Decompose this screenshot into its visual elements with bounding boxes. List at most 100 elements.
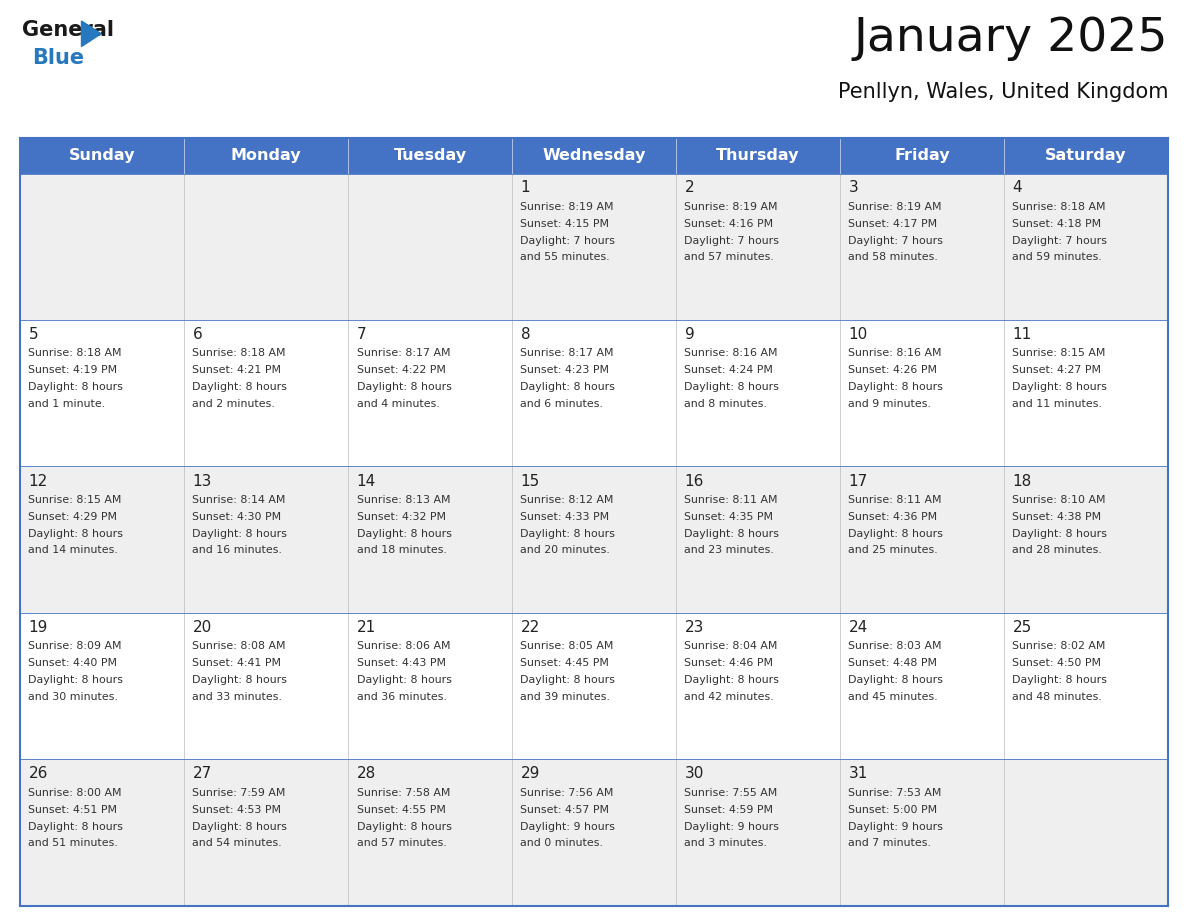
Text: and 55 minutes.: and 55 minutes. — [520, 252, 611, 263]
Text: 9: 9 — [684, 327, 694, 342]
Text: Sunset: 4:40 PM: Sunset: 4:40 PM — [29, 658, 118, 668]
Text: 26: 26 — [29, 767, 48, 781]
Text: Sunset: 4:17 PM: Sunset: 4:17 PM — [848, 218, 937, 229]
Text: Sunrise: 8:13 AM: Sunrise: 8:13 AM — [356, 495, 450, 505]
Text: Daylight: 9 hours: Daylight: 9 hours — [848, 822, 943, 832]
Text: and 2 minutes.: and 2 minutes. — [192, 399, 276, 409]
Text: and 39 minutes.: and 39 minutes. — [520, 692, 611, 702]
Text: Sunrise: 8:00 AM: Sunrise: 8:00 AM — [29, 788, 122, 798]
Bar — [20, 466, 1168, 613]
Text: 22: 22 — [520, 620, 539, 635]
Text: Sunset: 4:18 PM: Sunset: 4:18 PM — [1012, 218, 1101, 229]
Text: and 0 minutes.: and 0 minutes. — [520, 838, 604, 848]
Text: Sunrise: 8:18 AM: Sunrise: 8:18 AM — [29, 349, 122, 359]
Bar — [20, 138, 1168, 174]
Text: Sunset: 4:45 PM: Sunset: 4:45 PM — [520, 658, 609, 668]
Text: Daylight: 8 hours: Daylight: 8 hours — [684, 675, 779, 685]
Text: Sunrise: 7:56 AM: Sunrise: 7:56 AM — [520, 788, 614, 798]
Text: 15: 15 — [520, 474, 539, 488]
Text: Daylight: 8 hours: Daylight: 8 hours — [1012, 529, 1107, 539]
Text: Daylight: 8 hours: Daylight: 8 hours — [684, 529, 779, 539]
Text: Sunrise: 8:18 AM: Sunrise: 8:18 AM — [1012, 202, 1106, 212]
Text: and 6 minutes.: and 6 minutes. — [520, 399, 604, 409]
Text: and 3 minutes.: and 3 minutes. — [684, 838, 767, 848]
Text: Sunrise: 7:58 AM: Sunrise: 7:58 AM — [356, 788, 450, 798]
Text: 10: 10 — [848, 327, 867, 342]
Text: Sunset: 4:21 PM: Sunset: 4:21 PM — [192, 365, 282, 375]
Text: Sunrise: 8:18 AM: Sunrise: 8:18 AM — [192, 349, 286, 359]
Text: and 42 minutes.: and 42 minutes. — [684, 692, 775, 702]
Text: and 20 minutes.: and 20 minutes. — [520, 545, 611, 555]
Text: Thursday: Thursday — [716, 148, 800, 163]
Text: and 59 minutes.: and 59 minutes. — [1012, 252, 1102, 263]
Text: and 57 minutes.: and 57 minutes. — [356, 838, 447, 848]
Text: Sunrise: 8:11 AM: Sunrise: 8:11 AM — [684, 495, 778, 505]
Text: Daylight: 8 hours: Daylight: 8 hours — [1012, 382, 1107, 392]
Text: 3: 3 — [848, 181, 858, 196]
Text: Sunset: 4:41 PM: Sunset: 4:41 PM — [192, 658, 282, 668]
Text: Sunrise: 7:59 AM: Sunrise: 7:59 AM — [192, 788, 286, 798]
Text: and 14 minutes.: and 14 minutes. — [29, 545, 119, 555]
Text: 1: 1 — [520, 181, 530, 196]
Text: Daylight: 8 hours: Daylight: 8 hours — [520, 529, 615, 539]
Text: and 11 minutes.: and 11 minutes. — [1012, 399, 1102, 409]
Text: 16: 16 — [684, 474, 703, 488]
Text: Sunset: 5:00 PM: Sunset: 5:00 PM — [848, 805, 937, 815]
Text: and 25 minutes.: and 25 minutes. — [848, 545, 939, 555]
Text: Sunrise: 8:10 AM: Sunrise: 8:10 AM — [1012, 495, 1106, 505]
Text: Sunrise: 8:19 AM: Sunrise: 8:19 AM — [848, 202, 942, 212]
Text: Sunset: 4:50 PM: Sunset: 4:50 PM — [1012, 658, 1101, 668]
Text: Daylight: 8 hours: Daylight: 8 hours — [356, 529, 451, 539]
Text: Sunrise: 7:55 AM: Sunrise: 7:55 AM — [684, 788, 778, 798]
Text: 12: 12 — [29, 474, 48, 488]
Text: Saturday: Saturday — [1045, 148, 1126, 163]
Text: Daylight: 8 hours: Daylight: 8 hours — [520, 382, 615, 392]
Text: 5: 5 — [29, 327, 38, 342]
Bar — [20, 613, 1168, 759]
Text: Sunset: 4:36 PM: Sunset: 4:36 PM — [848, 512, 937, 521]
Text: Sunset: 4:30 PM: Sunset: 4:30 PM — [192, 512, 282, 521]
Text: Daylight: 8 hours: Daylight: 8 hours — [192, 529, 287, 539]
Text: Daylight: 9 hours: Daylight: 9 hours — [684, 822, 779, 832]
Text: Sunrise: 8:19 AM: Sunrise: 8:19 AM — [520, 202, 614, 212]
Text: Daylight: 8 hours: Daylight: 8 hours — [520, 675, 615, 685]
Text: Daylight: 8 hours: Daylight: 8 hours — [29, 529, 124, 539]
Text: 20: 20 — [192, 620, 211, 635]
Text: Daylight: 7 hours: Daylight: 7 hours — [520, 236, 615, 246]
Text: and 8 minutes.: and 8 minutes. — [684, 399, 767, 409]
Bar — [20, 320, 1168, 466]
Text: 27: 27 — [192, 767, 211, 781]
Text: Friday: Friday — [895, 148, 950, 163]
Text: Daylight: 8 hours: Daylight: 8 hours — [192, 675, 287, 685]
Text: Sunrise: 8:15 AM: Sunrise: 8:15 AM — [29, 495, 122, 505]
Text: and 7 minutes.: and 7 minutes. — [848, 838, 931, 848]
Text: 28: 28 — [356, 767, 375, 781]
Text: 23: 23 — [684, 620, 703, 635]
Text: Blue: Blue — [32, 49, 84, 69]
Text: Wednesday: Wednesday — [542, 148, 646, 163]
Text: Daylight: 8 hours: Daylight: 8 hours — [192, 382, 287, 392]
Text: Sunset: 4:26 PM: Sunset: 4:26 PM — [848, 365, 937, 375]
Text: Sunset: 4:27 PM: Sunset: 4:27 PM — [1012, 365, 1101, 375]
Text: Daylight: 8 hours: Daylight: 8 hours — [356, 822, 451, 832]
Text: and 54 minutes.: and 54 minutes. — [192, 838, 282, 848]
Text: 31: 31 — [848, 767, 868, 781]
Text: Daylight: 8 hours: Daylight: 8 hours — [192, 822, 287, 832]
Text: 8: 8 — [520, 327, 530, 342]
Text: Sunset: 4:24 PM: Sunset: 4:24 PM — [684, 365, 773, 375]
Text: 25: 25 — [1012, 620, 1031, 635]
Text: Daylight: 7 hours: Daylight: 7 hours — [848, 236, 943, 246]
Text: Daylight: 8 hours: Daylight: 8 hours — [848, 529, 943, 539]
Text: Daylight: 8 hours: Daylight: 8 hours — [29, 675, 124, 685]
Text: Sunset: 4:55 PM: Sunset: 4:55 PM — [356, 805, 446, 815]
Text: and 23 minutes.: and 23 minutes. — [684, 545, 775, 555]
Text: 18: 18 — [1012, 474, 1031, 488]
Text: Daylight: 7 hours: Daylight: 7 hours — [1012, 236, 1107, 246]
Text: Sunrise: 8:15 AM: Sunrise: 8:15 AM — [1012, 349, 1106, 359]
Text: Sunrise: 8:16 AM: Sunrise: 8:16 AM — [684, 349, 778, 359]
Text: 2: 2 — [684, 181, 694, 196]
Text: and 9 minutes.: and 9 minutes. — [848, 399, 931, 409]
Text: Sunrise: 8:16 AM: Sunrise: 8:16 AM — [848, 349, 942, 359]
Text: Sunrise: 8:19 AM: Sunrise: 8:19 AM — [684, 202, 778, 212]
Text: and 1 minute.: and 1 minute. — [29, 399, 106, 409]
